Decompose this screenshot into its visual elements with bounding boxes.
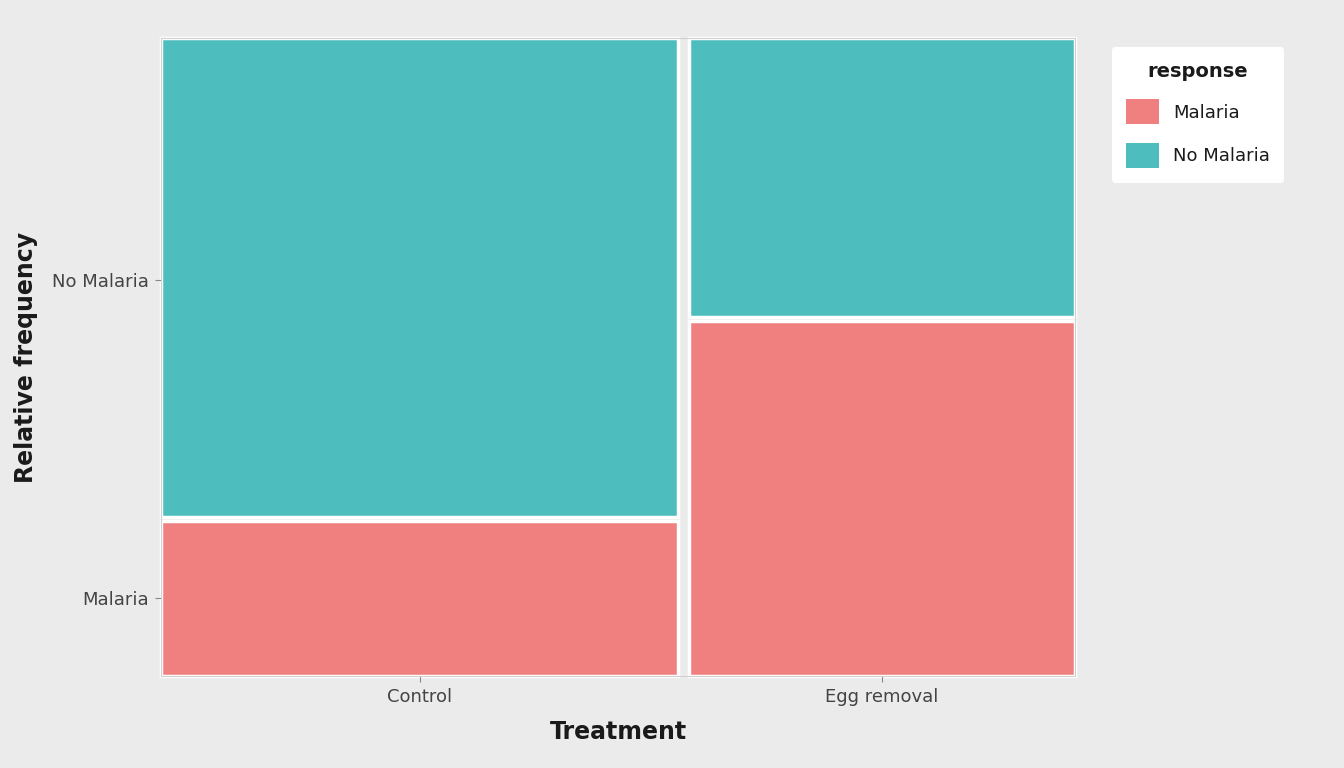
Legend: Malaria, No Malaria: Malaria, No Malaria	[1111, 48, 1285, 183]
Bar	[161, 521, 677, 676]
Bar	[161, 38, 677, 517]
Bar	[688, 38, 1075, 317]
Bar	[688, 321, 1075, 676]
X-axis label: Treatment: Treatment	[550, 720, 687, 744]
Y-axis label: Relative frequency: Relative frequency	[13, 232, 38, 482]
